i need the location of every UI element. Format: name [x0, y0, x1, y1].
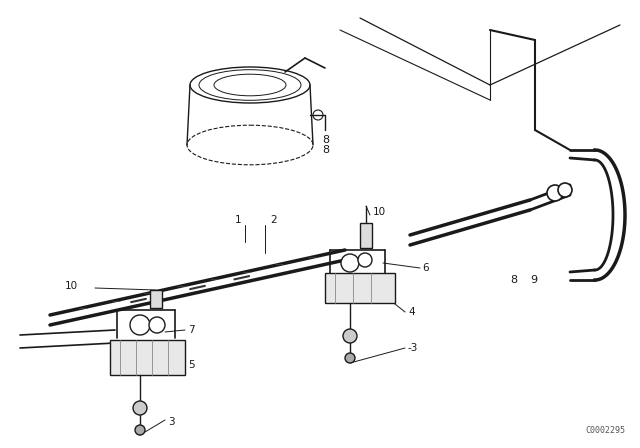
- Text: 1: 1: [235, 215, 241, 225]
- Text: 5: 5: [188, 360, 195, 370]
- Text: 9: 9: [530, 275, 537, 285]
- Circle shape: [345, 353, 355, 363]
- Text: 10: 10: [65, 281, 78, 291]
- Text: 7: 7: [188, 325, 195, 335]
- Bar: [110, 340, 185, 375]
- Circle shape: [133, 401, 147, 415]
- Circle shape: [341, 254, 359, 272]
- Text: -3: -3: [408, 343, 419, 353]
- Text: 2: 2: [270, 215, 276, 225]
- Text: 8: 8: [510, 275, 517, 285]
- Text: 3: 3: [168, 417, 175, 427]
- Circle shape: [358, 253, 372, 267]
- Text: C0002295: C0002295: [585, 426, 625, 435]
- Text: 10: 10: [373, 207, 386, 217]
- Text: 8: 8: [322, 145, 329, 155]
- Text: 4: 4: [408, 307, 415, 317]
- Bar: [325, 273, 395, 303]
- Text: 8: 8: [322, 135, 329, 145]
- Circle shape: [149, 317, 165, 333]
- Circle shape: [130, 315, 150, 335]
- Circle shape: [135, 425, 145, 435]
- Circle shape: [343, 329, 357, 343]
- Circle shape: [547, 185, 563, 201]
- Text: 6: 6: [422, 263, 429, 273]
- Bar: [150, 290, 162, 308]
- Bar: [360, 223, 372, 248]
- Circle shape: [558, 183, 572, 197]
